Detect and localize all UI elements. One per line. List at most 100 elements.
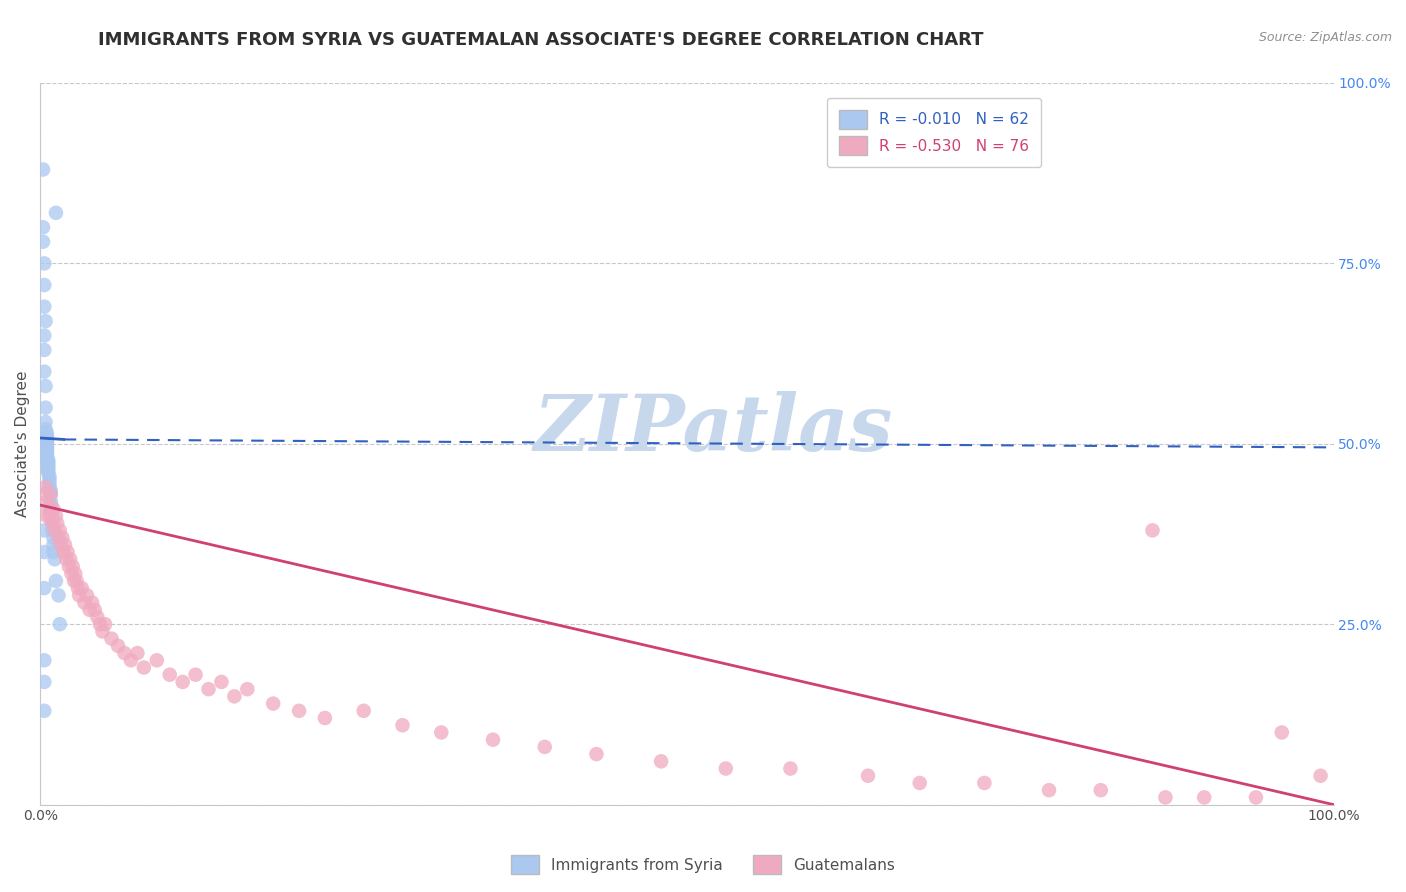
Point xyxy=(91,624,114,639)
Point xyxy=(52,545,75,559)
Point xyxy=(856,769,879,783)
Point xyxy=(79,603,101,617)
Point xyxy=(35,448,58,462)
Point xyxy=(45,574,67,588)
Point xyxy=(86,610,108,624)
Point xyxy=(37,455,59,469)
Point xyxy=(32,162,55,177)
Point xyxy=(76,588,98,602)
Point xyxy=(1271,725,1294,739)
Point xyxy=(38,469,60,483)
Point xyxy=(34,328,56,343)
Point xyxy=(35,441,58,455)
Point xyxy=(1244,790,1267,805)
Point xyxy=(37,501,59,516)
Point xyxy=(211,674,233,689)
Point xyxy=(42,531,65,545)
Point xyxy=(1192,790,1215,805)
Point xyxy=(82,596,104,610)
Point xyxy=(48,588,70,602)
Point xyxy=(34,480,56,494)
Point xyxy=(34,415,56,429)
Point xyxy=(1142,524,1164,538)
Point xyxy=(73,596,96,610)
Point xyxy=(35,431,58,445)
Point xyxy=(44,524,66,538)
Point xyxy=(62,559,84,574)
Point xyxy=(35,494,58,508)
Point xyxy=(45,206,67,220)
Point xyxy=(34,256,56,270)
Point xyxy=(41,508,63,523)
Point xyxy=(314,711,336,725)
Point xyxy=(56,545,79,559)
Point xyxy=(1309,769,1331,783)
Point xyxy=(34,581,56,595)
Text: ZIPatlas: ZIPatlas xyxy=(533,391,893,467)
Point xyxy=(35,433,58,447)
Point xyxy=(41,516,63,531)
Point xyxy=(45,508,67,523)
Point xyxy=(32,235,55,249)
Point xyxy=(59,552,82,566)
Point xyxy=(533,739,555,754)
Point xyxy=(1154,790,1177,805)
Point xyxy=(32,220,55,235)
Point xyxy=(63,574,86,588)
Point xyxy=(34,674,56,689)
Point xyxy=(34,704,56,718)
Point xyxy=(49,617,72,632)
Point xyxy=(236,682,259,697)
Point xyxy=(172,674,194,689)
Point xyxy=(34,314,56,328)
Point xyxy=(94,617,117,632)
Point xyxy=(35,451,58,466)
Point xyxy=(38,508,60,523)
Point xyxy=(35,438,58,452)
Point xyxy=(132,660,155,674)
Point xyxy=(39,501,62,516)
Text: Source: ZipAtlas.com: Source: ZipAtlas.com xyxy=(1258,31,1392,45)
Point xyxy=(650,754,672,768)
Point xyxy=(49,538,72,552)
Point xyxy=(39,494,62,508)
Point xyxy=(100,632,122,646)
Point xyxy=(55,552,77,566)
Point xyxy=(89,617,111,632)
Point xyxy=(37,462,59,476)
Point xyxy=(48,531,70,545)
Point xyxy=(66,581,89,595)
Point xyxy=(70,581,93,595)
Point xyxy=(34,343,56,357)
Point xyxy=(262,697,284,711)
Point xyxy=(41,524,63,538)
Point xyxy=(37,452,59,467)
Point xyxy=(224,690,246,704)
Point xyxy=(37,463,59,477)
Point xyxy=(34,653,56,667)
Point xyxy=(184,667,207,681)
Point xyxy=(146,653,169,667)
Point xyxy=(1090,783,1112,797)
Point xyxy=(353,704,375,718)
Point xyxy=(42,545,65,559)
Point xyxy=(430,725,453,739)
Point xyxy=(58,559,80,574)
Point xyxy=(67,588,90,602)
Point xyxy=(1038,783,1060,797)
Point xyxy=(42,501,65,516)
Point xyxy=(35,425,58,440)
Point xyxy=(37,458,59,473)
Point xyxy=(159,667,181,681)
Point xyxy=(107,639,129,653)
Point xyxy=(46,516,69,531)
Point xyxy=(42,538,65,552)
Point xyxy=(34,365,56,379)
Point xyxy=(44,552,66,566)
Point xyxy=(779,762,801,776)
Point xyxy=(35,437,58,451)
Legend: R = -0.010   N = 62, R = -0.530   N = 76: R = -0.010 N = 62, R = -0.530 N = 76 xyxy=(827,98,1042,167)
Point xyxy=(34,401,56,415)
Point xyxy=(39,498,62,512)
Point xyxy=(37,456,59,470)
